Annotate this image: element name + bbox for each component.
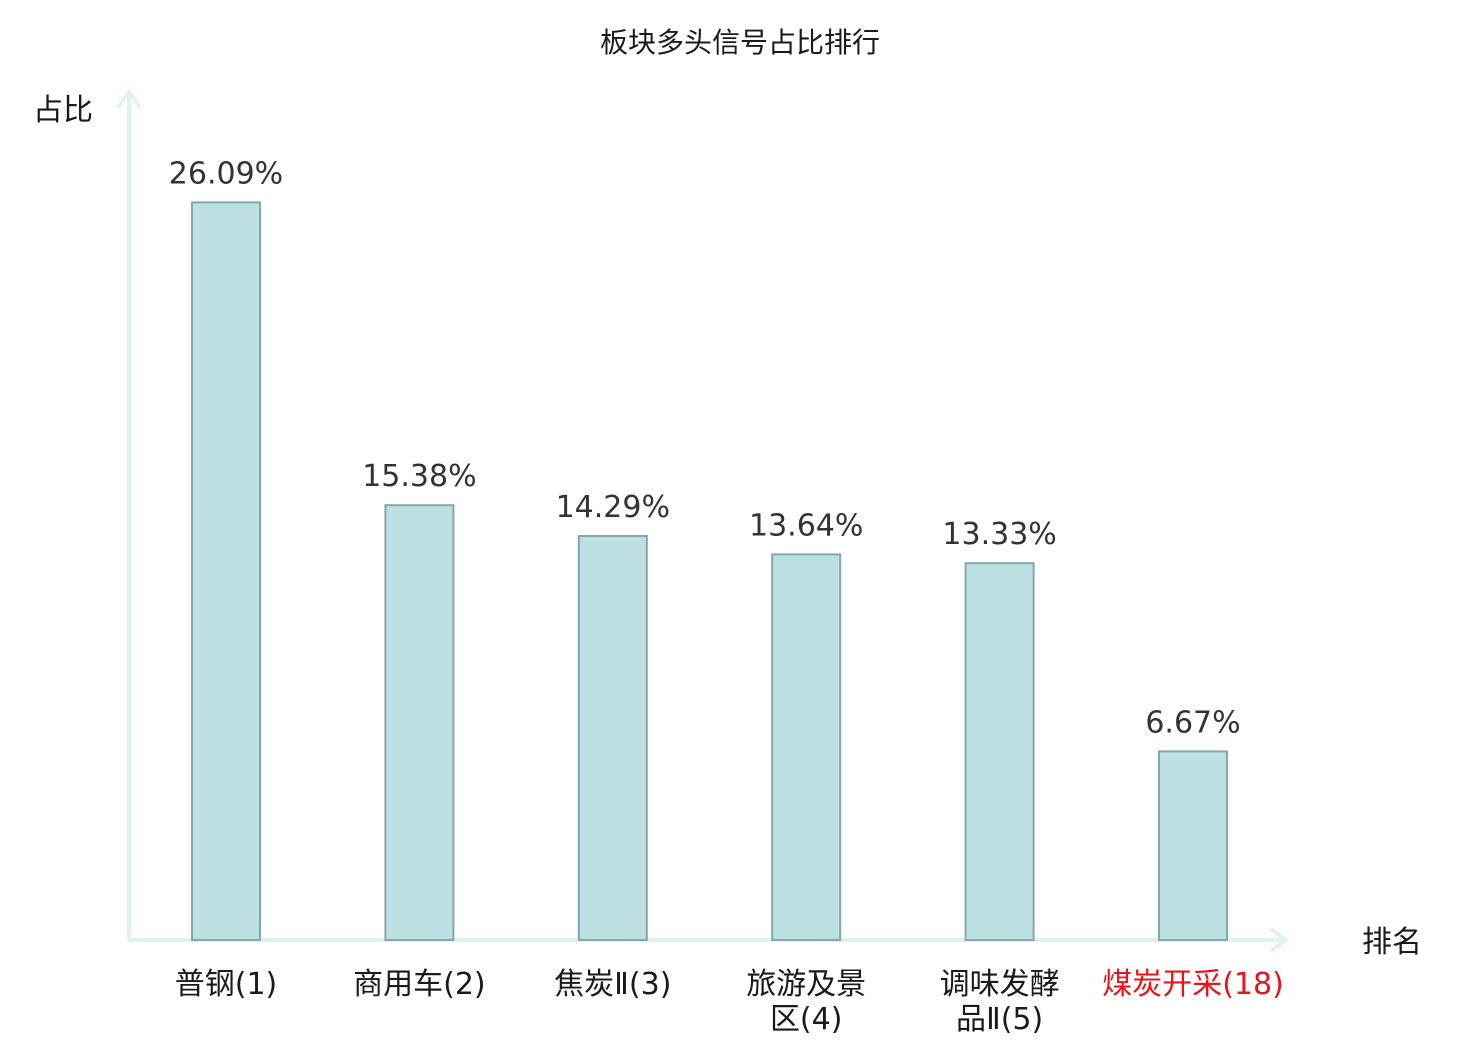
category-label-5-line-2: 品Ⅱ(5) bbox=[956, 1002, 1043, 1037]
bar-5 bbox=[964, 562, 1035, 941]
category-label-4-line-2: 区(4) bbox=[770, 1002, 843, 1037]
y-axis-label: 占比 bbox=[33, 93, 93, 128]
chart-title: 板块多头信号占比排行 bbox=[600, 26, 880, 59]
value-labels: 26.09% 15.38% 14.29% 13.64% 13.33% 6.67% bbox=[169, 156, 1241, 740]
bar-3 bbox=[577, 535, 648, 941]
bar-1 bbox=[191, 201, 261, 941]
y-axis-arrow-icon bbox=[117, 90, 141, 108]
axes bbox=[117, 90, 1288, 952]
category-label-1: 普钢(1) bbox=[175, 967, 278, 1002]
value-label-5: 13.33% bbox=[942, 517, 1056, 552]
bars bbox=[191, 201, 1228, 942]
category-label-3: 焦炭Ⅱ(3) bbox=[554, 967, 671, 1002]
x-axis-label: 排名 bbox=[1362, 925, 1422, 960]
value-label-6: 6.67% bbox=[1145, 705, 1240, 740]
category-label-5-line-1: 调味发酵 bbox=[940, 967, 1060, 1002]
x-axis-arrow-icon bbox=[1270, 928, 1288, 952]
category-label-2: 商用车(2) bbox=[353, 967, 486, 1002]
value-label-1: 26.09% bbox=[169, 156, 283, 191]
bar-6 bbox=[1158, 750, 1228, 942]
category-label-4-line-1: 旅游及景 bbox=[746, 967, 866, 1002]
bar-4 bbox=[771, 553, 842, 942]
value-label-3: 14.29% bbox=[556, 490, 670, 525]
value-label-4: 13.64% bbox=[749, 508, 863, 543]
bar-2 bbox=[384, 504, 455, 941]
category-label-6: 煤炭开采(18) bbox=[1102, 967, 1284, 1002]
value-label-2: 15.38% bbox=[362, 459, 476, 494]
